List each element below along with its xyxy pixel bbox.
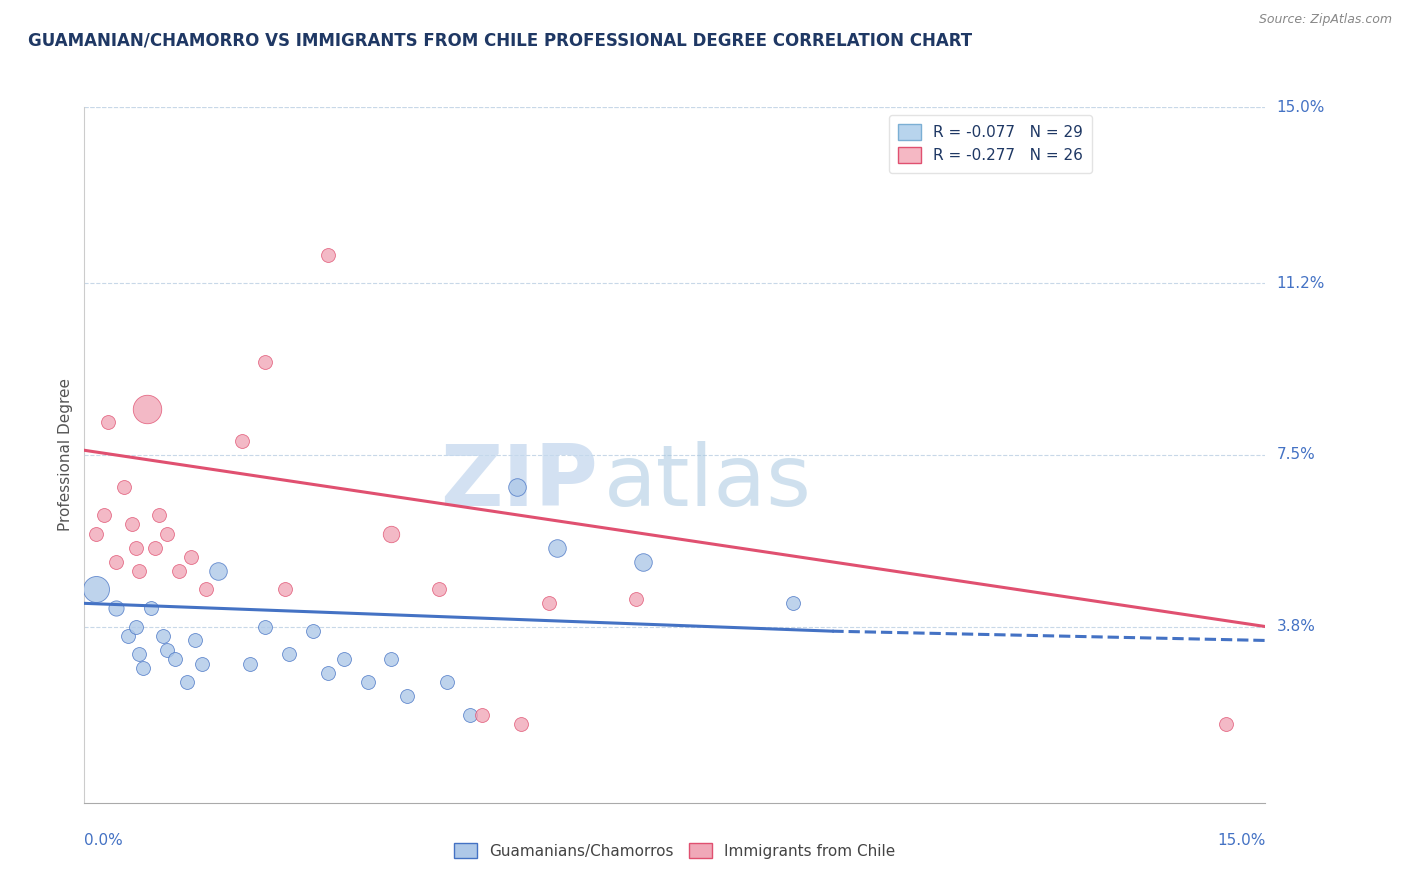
Point xyxy=(537,596,560,610)
Point xyxy=(104,555,127,569)
Point xyxy=(136,401,159,416)
Point xyxy=(163,652,186,666)
Point xyxy=(396,689,419,703)
Point xyxy=(782,596,804,610)
Point xyxy=(132,661,155,675)
Text: 15.0%: 15.0% xyxy=(1218,833,1265,848)
Point xyxy=(112,480,135,494)
Point xyxy=(148,508,170,523)
Point xyxy=(624,591,647,606)
Text: atlas: atlas xyxy=(605,442,813,524)
Point xyxy=(318,665,340,680)
Point xyxy=(191,657,214,671)
Point xyxy=(436,675,458,690)
Point xyxy=(141,601,163,615)
Point xyxy=(183,633,205,648)
Point xyxy=(167,564,190,578)
Point xyxy=(301,624,323,639)
Text: 11.2%: 11.2% xyxy=(1277,276,1324,291)
Point xyxy=(84,526,107,541)
Point xyxy=(143,541,166,555)
Point xyxy=(84,582,107,597)
Point xyxy=(93,508,115,523)
Text: Source: ZipAtlas.com: Source: ZipAtlas.com xyxy=(1258,13,1392,27)
Point xyxy=(254,355,277,369)
Point xyxy=(506,480,529,494)
Point xyxy=(124,541,146,555)
Text: GUAMANIAN/CHAMORRO VS IMMIGRANTS FROM CHILE PROFESSIONAL DEGREE CORRELATION CHAR: GUAMANIAN/CHAMORRO VS IMMIGRANTS FROM CH… xyxy=(28,31,972,49)
Point xyxy=(274,582,297,597)
Point xyxy=(318,248,340,262)
Point xyxy=(254,619,277,633)
Point xyxy=(546,541,568,555)
Text: 7.5%: 7.5% xyxy=(1277,448,1315,462)
Point xyxy=(124,619,146,633)
Point xyxy=(231,434,253,448)
Point xyxy=(156,526,179,541)
Point xyxy=(156,642,179,657)
Point xyxy=(128,564,150,578)
Point xyxy=(128,648,150,662)
Y-axis label: Professional Degree: Professional Degree xyxy=(58,378,73,532)
Point xyxy=(117,629,139,643)
Point xyxy=(333,652,356,666)
Text: 0.0%: 0.0% xyxy=(84,833,124,848)
Legend: Guamanians/Chamorros, Immigrants from Chile: Guamanians/Chamorros, Immigrants from Ch… xyxy=(449,837,901,864)
Point xyxy=(427,582,450,597)
Point xyxy=(278,648,301,662)
Point xyxy=(104,601,127,615)
Point xyxy=(1215,717,1237,731)
Point xyxy=(180,549,202,564)
Point xyxy=(97,416,120,430)
Point xyxy=(152,629,174,643)
Point xyxy=(633,555,655,569)
Point xyxy=(239,657,262,671)
Point xyxy=(458,707,481,722)
Text: 15.0%: 15.0% xyxy=(1277,100,1324,114)
Point xyxy=(121,517,143,532)
Point xyxy=(357,675,380,690)
Text: 3.8%: 3.8% xyxy=(1277,619,1316,634)
Point xyxy=(380,526,402,541)
Point xyxy=(195,582,218,597)
Text: ZIP: ZIP xyxy=(440,442,598,524)
Point xyxy=(207,564,229,578)
Point xyxy=(471,707,494,722)
Point xyxy=(176,675,198,690)
Point xyxy=(380,652,402,666)
Point xyxy=(510,717,533,731)
